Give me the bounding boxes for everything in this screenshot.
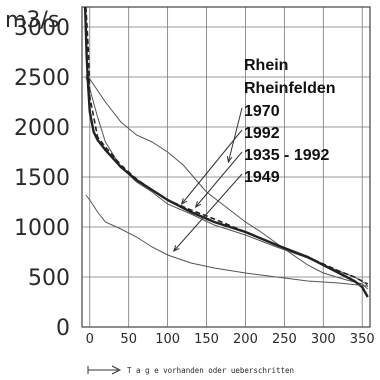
legend: Rhein Rheinfelden 1970 1992 1935 - 1992 … (244, 57, 336, 186)
axis-caption-text: T a g e vorhanden oder ueberschritten (127, 366, 294, 375)
series-line-1992 (85, 76, 369, 288)
pointer-arrowhead-icon (194, 201, 202, 208)
pointer-line (173, 173, 243, 252)
legend-line-4: 1992 (244, 125, 280, 142)
legend-line-5: 1935 - 1992 (244, 147, 330, 164)
pointer-line (195, 151, 243, 208)
series-line-1935-1992 (85, 6, 369, 285)
plot-frame (81, 6, 371, 328)
caption-arrowhead-icon (111, 365, 122, 375)
y-tick-label: 1000 (14, 216, 70, 241)
pointer-arrowhead-icon (172, 245, 180, 252)
y-tick-label: 2500 (14, 66, 70, 91)
legend-line-6: 1949 (244, 169, 280, 186)
y-tick-label: 0 (56, 316, 70, 341)
y-unit-label: m3/s (5, 8, 59, 33)
y-tick-label: 1500 (14, 166, 70, 191)
x-tick-label: 250 (272, 332, 297, 347)
x-tick-label: 100 (155, 332, 180, 347)
pointer-line (227, 107, 243, 163)
series-lines (83, 6, 369, 298)
series-line-main-curve (83, 6, 369, 298)
legend-line-2: Rheinfelden (244, 80, 336, 97)
series-line-1970 (85, 74, 369, 290)
legend-line-3: 1970 (244, 103, 280, 120)
y-tick-labels: 0 500 1000 1500 2000 2500 3000 (14, 16, 70, 341)
x-tick-labels: 0 50 100 150 200 250 300 350 (86, 332, 375, 347)
x-tick-label: 150 (194, 332, 219, 347)
series-line-1949 (85, 194, 368, 287)
x-tick-label: 0 (86, 332, 94, 347)
x-tick-label: 350 (350, 332, 375, 347)
y-tick-label: 3000 (14, 16, 70, 41)
legend-line-1: Rhein (244, 57, 288, 74)
x-tick-label: 200 (233, 332, 258, 347)
pointer-arrowhead-icon (226, 155, 233, 164)
grid-lines (82, 7, 370, 328)
x-axis-caption: T a g e vorhanden oder ueberschritten (87, 365, 294, 375)
pointer-arrowhead-icon (180, 198, 188, 205)
x-tick-label: 50 (120, 332, 137, 347)
y-tick-label: 2000 (14, 116, 70, 141)
x-tick-label: 300 (311, 332, 336, 347)
pointer-line (181, 129, 243, 205)
y-tick-label: 500 (28, 266, 70, 291)
pointer-arrows (172, 107, 243, 252)
